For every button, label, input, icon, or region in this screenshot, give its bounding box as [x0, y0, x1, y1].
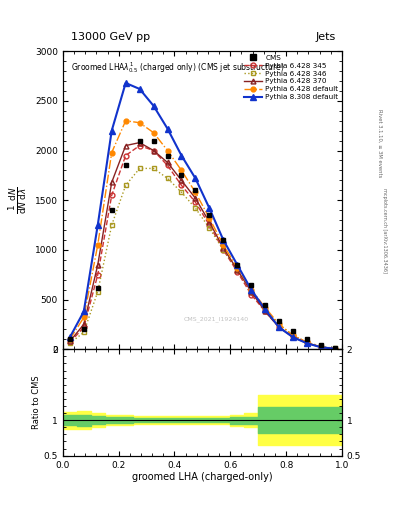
Text: Rivet 3.1.10, ≥ 3M events: Rivet 3.1.10, ≥ 3M events: [377, 109, 382, 178]
Text: Jets: Jets: [316, 32, 336, 42]
Y-axis label: Ratio to CMS: Ratio to CMS: [32, 376, 41, 429]
Text: CMS_2021_I1924140: CMS_2021_I1924140: [184, 316, 249, 322]
Legend: CMS, Pythia 6.428 345, Pythia 6.428 346, Pythia 6.428 370, Pythia 6.428 default,: CMS, Pythia 6.428 345, Pythia 6.428 346,…: [243, 53, 340, 101]
Text: 13000 GeV pp: 13000 GeV pp: [71, 32, 150, 42]
Text: Groomed LHA$\lambda^{1}_{0.5}$ (charged only) (CMS jet substructure): Groomed LHA$\lambda^{1}_{0.5}$ (charged …: [71, 60, 285, 75]
X-axis label: groomed LHA (charged-only): groomed LHA (charged-only): [132, 472, 273, 482]
Y-axis label: $\frac{1}{\mathrm{d}N}\frac{\mathrm{d}N}{\mathrm{d}\lambda}$: $\frac{1}{\mathrm{d}N}\frac{\mathrm{d}N}…: [7, 186, 29, 214]
Text: mcplots.cern.ch [arXiv:1306.3436]: mcplots.cern.ch [arXiv:1306.3436]: [382, 188, 387, 273]
